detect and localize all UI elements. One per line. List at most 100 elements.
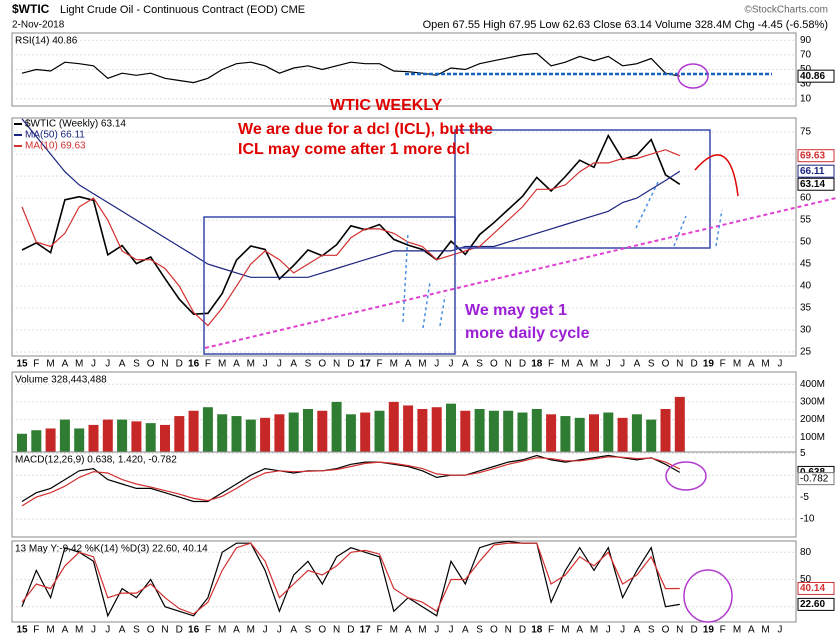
x-tick-label: D	[176, 625, 183, 636]
volume-bar	[188, 410, 199, 455]
x-tick-label: M	[561, 625, 569, 636]
date: 2-Nov-2018	[12, 20, 65, 31]
x-tick-label: O	[490, 625, 498, 636]
volume-bar	[574, 417, 585, 455]
y-tick-label: 40	[800, 281, 812, 292]
volume-bar	[431, 407, 442, 455]
x-tick-label: M	[590, 359, 598, 370]
y-tick-label: -10	[800, 514, 815, 525]
x-tick-label: A	[748, 625, 755, 636]
value-tag-label: 66.11	[800, 166, 825, 177]
y-tick-label: 50	[800, 574, 812, 585]
x-tick-label: F	[205, 625, 211, 636]
x-tick-label: F	[376, 625, 382, 636]
x-tick-label: 17	[360, 359, 372, 370]
x-tick-label: M	[418, 359, 426, 370]
legend-label: $WTIC (Weekly) 63.14	[25, 119, 126, 130]
y-tick-label: 300M	[800, 397, 825, 408]
x-tick-label: J	[277, 359, 282, 370]
x-tick-label: J	[449, 359, 454, 370]
x-tick-label: F	[205, 359, 211, 370]
volume-bar	[274, 414, 285, 455]
x-tick-label: M	[218, 625, 226, 636]
x-tick-label: 16	[188, 359, 200, 370]
volume-bar	[560, 416, 571, 455]
x-tick-label: M	[75, 359, 83, 370]
x-tick-label: A	[233, 625, 240, 636]
annotation-layer	[203, 63, 836, 623]
volume-bar	[474, 408, 485, 455]
circle	[665, 461, 707, 491]
volume-bar	[589, 414, 599, 455]
volume-bar	[446, 403, 456, 455]
value-tag-label: 40.14	[800, 583, 825, 594]
volume-bar	[102, 419, 113, 455]
circle	[683, 569, 733, 623]
y-tick-label: 5	[800, 448, 806, 459]
x-tick-label: M	[75, 625, 83, 636]
x-tick-label: N	[333, 359, 340, 370]
instrument-name: Light Crude Oil - Continuous Contract (E…	[60, 4, 305, 16]
circle	[677, 63, 709, 89]
value-tag	[797, 164, 835, 178]
volume-bar	[531, 408, 542, 455]
y-tick-label: 60	[800, 193, 812, 204]
value-tag-label: 40.86	[800, 71, 825, 82]
volume-bar	[460, 410, 471, 455]
volume-bar	[631, 414, 642, 455]
x-tick-label: J	[777, 359, 782, 370]
x-tick-label: D	[690, 625, 697, 636]
volume-bar	[503, 410, 514, 455]
volume-bar	[417, 408, 428, 455]
x-tick-label: N	[161, 359, 168, 370]
volume-bar	[245, 419, 256, 455]
x-tick-label: J	[277, 625, 282, 636]
panel-label: 13 May Y:-9.42 %K(14) %D(3) 22.60, 40.14	[15, 544, 208, 555]
annotation: We may get 1	[465, 302, 567, 319]
volume-bar	[131, 421, 142, 455]
x-tick-label: M	[46, 359, 54, 370]
volume-bar	[646, 419, 657, 455]
volume-bar	[74, 428, 85, 455]
x-tick-label: J	[606, 625, 611, 636]
panel	[11, 540, 797, 623]
x-tick-label: F	[548, 359, 554, 370]
x-tick-label: A	[634, 625, 641, 636]
panel-label: RSI(14) 40.86	[15, 36, 78, 47]
range-box	[203, 216, 456, 355]
x-tick-label: N	[505, 625, 512, 636]
series-line	[21, 456, 681, 507]
x-tick-label: O	[147, 625, 155, 636]
x-tick-label: J	[620, 625, 625, 636]
value-tag	[797, 472, 835, 486]
source: ©StockCharts.com	[744, 5, 828, 16]
volume-bar	[546, 414, 557, 455]
volume-bar	[360, 412, 371, 455]
symbol: $WTIC	[12, 2, 50, 16]
volume-bar	[488, 410, 499, 455]
x-tick-label: M	[390, 625, 398, 636]
x-tick-label: J	[91, 625, 96, 636]
y-tick-label: 30	[800, 325, 812, 336]
x-tick-label: D	[347, 625, 354, 636]
range-box	[454, 129, 711, 249]
x-tick-label: S	[648, 359, 655, 370]
series-line	[21, 542, 680, 615]
volume-bar	[674, 396, 685, 455]
volume-bar	[517, 412, 528, 455]
volume-bar	[660, 408, 671, 455]
x-tick-label: M	[761, 625, 769, 636]
y-tick-label: 30	[800, 79, 812, 90]
x-tick-label: F	[720, 625, 726, 636]
x-tick-label: M	[390, 359, 398, 370]
volume-bar	[145, 423, 156, 455]
volume-bar	[331, 401, 342, 455]
x-tick-label: S	[305, 359, 312, 370]
x-tick-label: J	[105, 359, 110, 370]
x-tick-label: M	[418, 625, 426, 636]
x-tick-label: N	[161, 625, 168, 636]
value-tag	[797, 581, 835, 595]
x-tick-label: A	[405, 625, 412, 636]
volume-bar	[345, 414, 356, 455]
